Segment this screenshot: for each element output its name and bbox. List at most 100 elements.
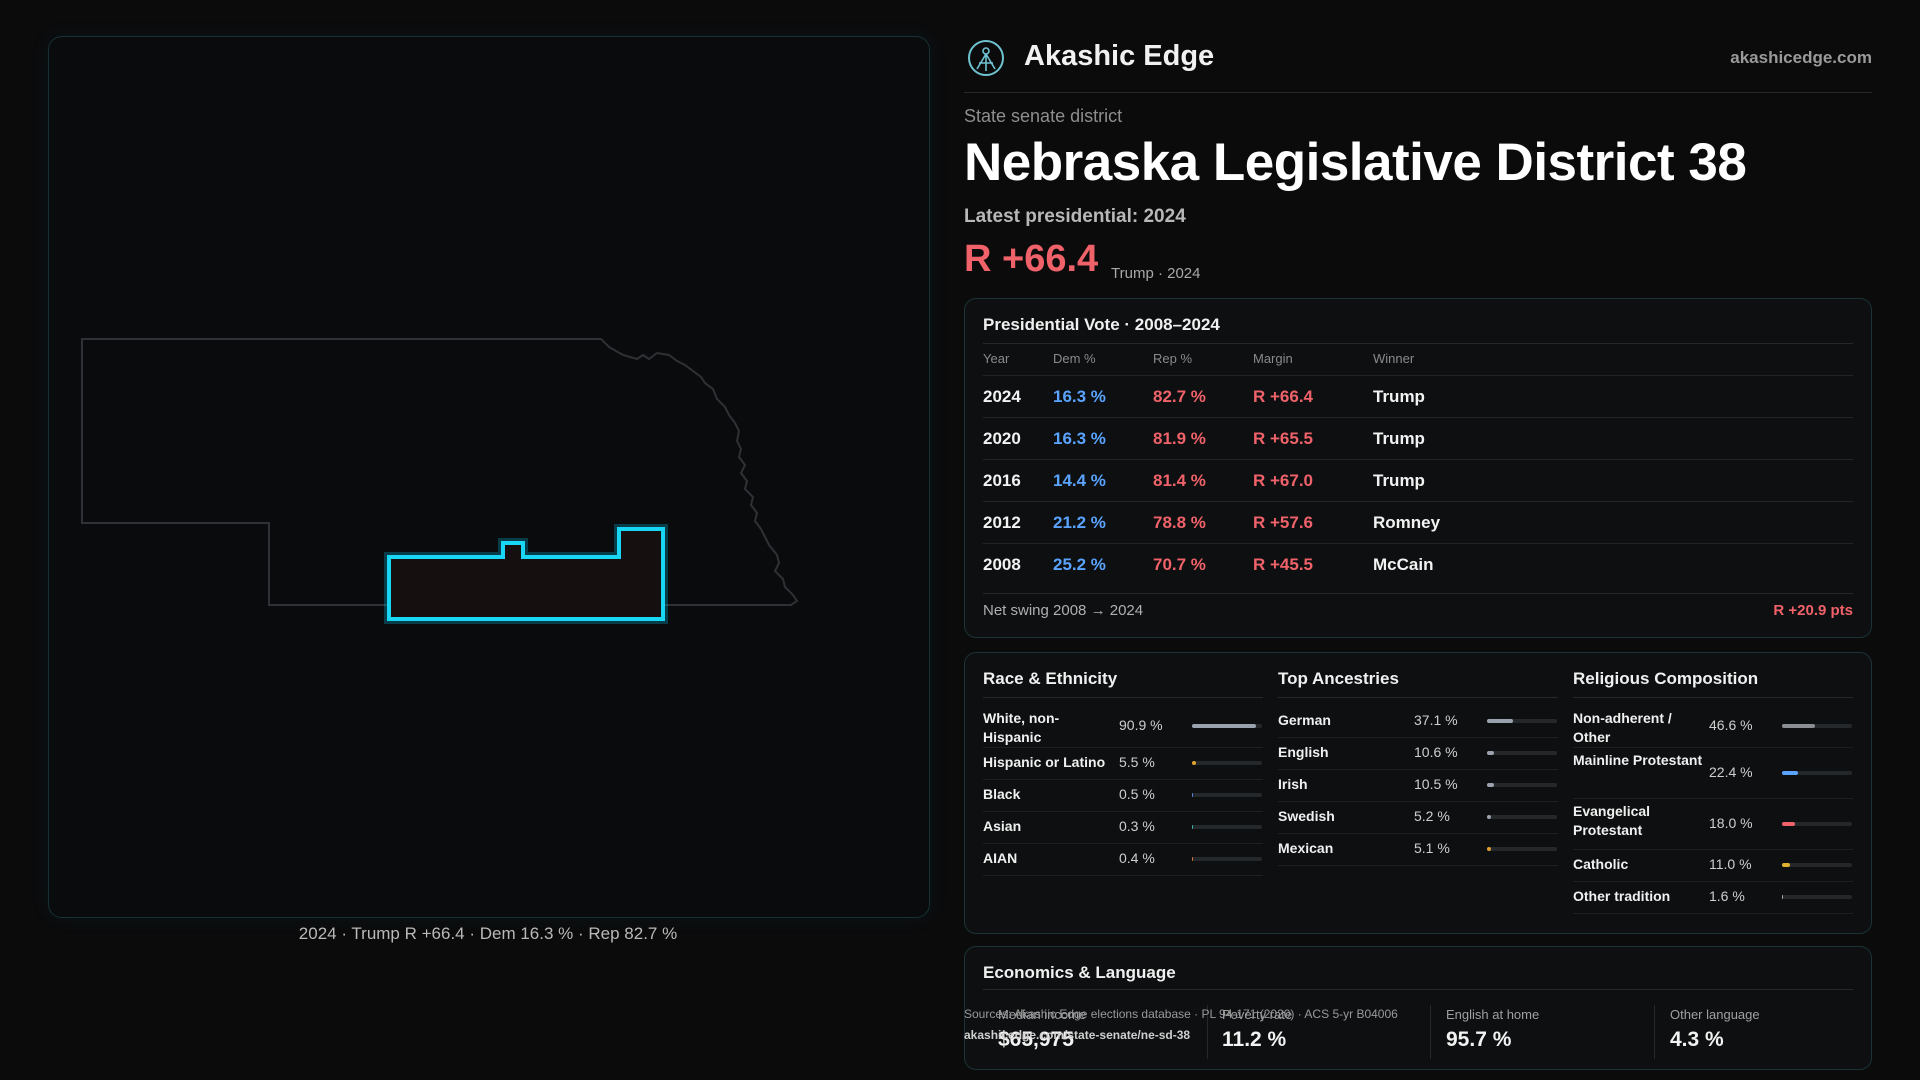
poverty-rate-stat: Poverty rate 11.2 % [1222, 1007, 1422, 1052]
page-title: Nebraska Legislative District 38 [964, 133, 1747, 192]
stat-value: 11.0 % [1709, 856, 1752, 872]
bar-track [1192, 761, 1262, 765]
stat-label: Median income [998, 1007, 1087, 1022]
row-year: 2016 [983, 471, 1021, 490]
row-winner: Romney [1373, 513, 1441, 532]
stat-label: English [1278, 744, 1329, 760]
stat-label: Other tradition [1573, 888, 1671, 904]
stat-value: 5.5 % [1119, 754, 1155, 770]
table-row: 2024 16.3 % 82.7 % R +66.4 Trump [983, 375, 1853, 417]
stat-label: Non-adherent / Other [1573, 710, 1672, 745]
stat-label: English at home [1446, 1007, 1540, 1022]
economics-title: Economics & Language [983, 963, 1176, 982]
bar-fill [1192, 857, 1194, 861]
bar-track [1487, 847, 1557, 851]
stat-label: Evangelical Protestant [1573, 803, 1651, 838]
stat-label: AIAN [983, 850, 1018, 866]
stat-value: 10.6 % [1414, 744, 1458, 760]
row-dem: 25.2 % [1053, 555, 1106, 574]
row-margin: R +66.4 [1253, 387, 1314, 406]
map-canvas [81, 338, 799, 624]
col-header-rep: Rep % [1153, 351, 1193, 366]
district-38-shape[interactable] [387, 527, 665, 621]
bar-track [1192, 793, 1262, 797]
row-margin: R +67.0 [1253, 471, 1314, 490]
atom-compass-icon [968, 40, 1004, 76]
bar-fill [1192, 761, 1196, 765]
bar-fill [1487, 783, 1495, 787]
stat-label: Mainline Protestant [1573, 752, 1703, 768]
stat-row: Catholic 11.0 % [1573, 849, 1853, 882]
sources-text: Sources: Akashic Edge elections database… [964, 1007, 1398, 1021]
divider [983, 697, 1263, 698]
bar-track [1487, 719, 1557, 723]
brand-url-link[interactable]: akashicedge.com [1730, 48, 1872, 67]
stat-value: 37.1 % [1414, 712, 1458, 728]
row-dem: 16.3 % [1053, 429, 1106, 448]
stat-label: Hispanic or Latino [983, 754, 1106, 770]
stat-row: English 10.6 % [1278, 737, 1558, 770]
net-swing-label: Net swing 2008 → 2024 [983, 602, 1144, 619]
stat-row: Mexican 5.1 % [1278, 833, 1558, 866]
source-url-link[interactable]: akashicedge.com/state-senate/ne-sd-38 [964, 1028, 1191, 1042]
stat-row: White, non-Hispanic 90.9 % [983, 705, 1263, 748]
stat-row: Evangelical Protestant 18.0 % [1573, 798, 1853, 850]
bar-fill [1192, 793, 1194, 797]
stat-label: Mexican [1278, 840, 1334, 856]
stat-value: 0.3 % [1119, 818, 1155, 834]
economics-card: Economics & Language Median income $65,9… [964, 946, 1872, 1070]
stat-label: Asian [983, 818, 1022, 834]
stat-label: German [1278, 712, 1331, 728]
table-row: 2012 21.2 % 78.8 % R +57.6 Romney [983, 501, 1853, 543]
presidential-title: Presidential Vote · 2008–2024 [983, 315, 1220, 334]
table-row: 2020 16.3 % 81.9 % R +65.5 Trump [983, 417, 1853, 459]
religion-title: Religious Composition [1573, 669, 1759, 688]
race-ethnicity-section: Race & Ethnicity White, non-Hispanic 90.9… [983, 653, 1263, 933]
divider [1207, 1005, 1208, 1059]
latest-presidential-label: Latest presidential: 2024 [964, 206, 1186, 227]
ancestry-title: Top Ancestries [1278, 669, 1399, 688]
table-row: 2016 14.4 % 81.4 % R +67.0 Trump [983, 459, 1853, 501]
stat-value: 11.2 % [1222, 1028, 1287, 1051]
bar-fill [1487, 719, 1513, 723]
bar-track [1487, 783, 1557, 787]
bar-track [1487, 751, 1557, 755]
bar-fill [1192, 724, 1256, 728]
row-rep: 70.7 % [1153, 555, 1206, 574]
latest-margin-subtitle: Trump · 2024 [1111, 265, 1201, 282]
stat-value: 1.6 % [1709, 888, 1745, 904]
latest-margin: R +66.4 [964, 238, 1099, 280]
row-winner: McCain [1373, 555, 1434, 574]
stat-row: Hispanic or Latino 5.5 % [983, 747, 1263, 780]
bar-track [1192, 825, 1262, 829]
race-title: Race & Ethnicity [983, 669, 1118, 688]
stat-label: Irish [1278, 776, 1308, 792]
stat-row: Asian 0.3 % [983, 811, 1263, 844]
sources-footer: Sources: Akashic Edge elections database… [964, 1004, 1398, 1046]
row-margin: R +57.6 [1253, 513, 1314, 532]
stat-label: Poverty rate [1222, 1007, 1293, 1022]
district-type: State senate district [964, 106, 1123, 126]
stat-row: Irish 10.5 % [1278, 769, 1558, 802]
row-winner: Trump [1373, 387, 1425, 406]
stat-value: 90.9 % [1119, 717, 1163, 733]
row-winner: Trump [1373, 429, 1425, 448]
stat-label: Black [983, 786, 1021, 802]
stat-value: 10.5 % [1414, 776, 1458, 792]
bar-track [1782, 821, 1852, 826]
table-row: 2008 25.2 % 70.7 % R +45.5 McCain [983, 543, 1853, 585]
divider [1654, 1005, 1655, 1059]
stat-value: 5.1 % [1414, 840, 1450, 856]
map-caption: 2024 · Trump R +66.4 · Dem 16.3 % · Rep … [298, 924, 678, 943]
net-swing-value: R +20.9 pts [1773, 602, 1853, 619]
district-map[interactable] [48, 36, 930, 918]
stat-label: White, non-Hispanic [983, 710, 1060, 745]
divider [983, 343, 1853, 344]
state-outline [81, 338, 799, 606]
presidential-vote-card: Presidential Vote · 2008–2024 Year Dem %… [964, 298, 1872, 638]
stat-row: Black 0.5 % [983, 779, 1263, 812]
col-header-year: Year [983, 351, 1010, 366]
english-at-home-stat: English at home 95.7 % [1446, 1007, 1646, 1052]
bar-track [1782, 770, 1852, 775]
row-rep: 82.7 % [1153, 387, 1206, 406]
